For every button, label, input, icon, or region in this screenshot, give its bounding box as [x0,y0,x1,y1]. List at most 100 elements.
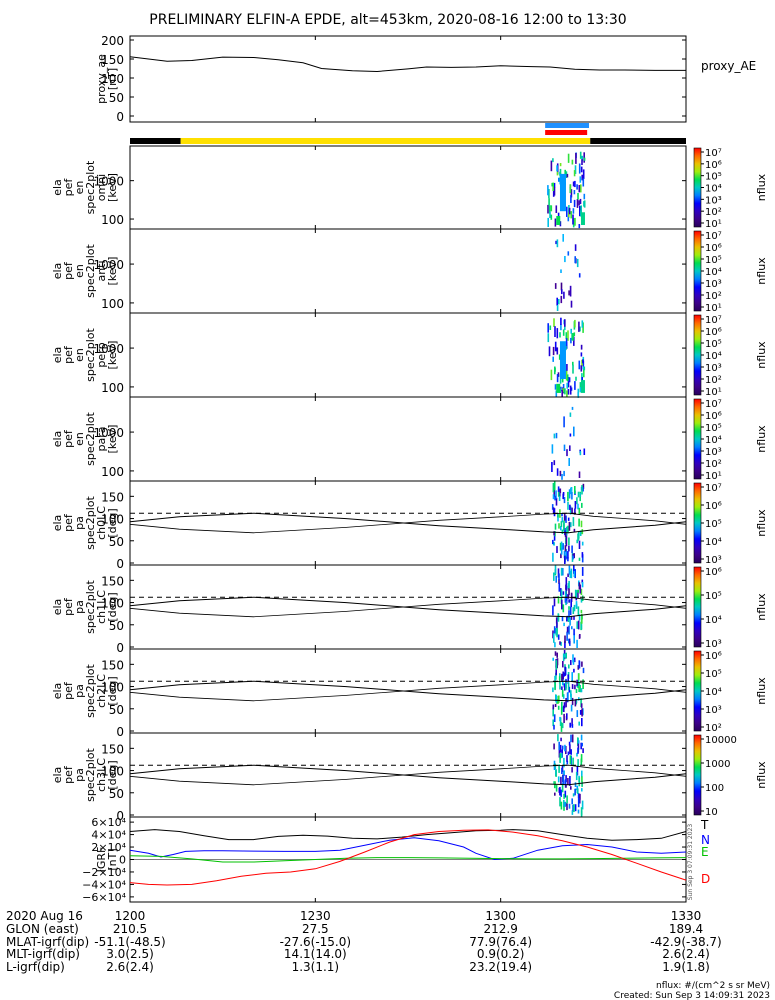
spectrogram-cell [553,460,556,466]
spectrogram-cell [557,734,559,742]
spectrogram-cell [551,504,554,510]
spectrogram-cell [556,215,561,225]
spectrogram-cell [570,211,572,219]
spectrogram-cell [556,165,558,172]
spectrogram-cell [580,588,583,595]
spectrogram-cell [563,470,565,477]
spectrogram-cell [564,790,567,798]
spectrogram-cell [553,488,555,497]
spectrogram-cell [581,174,583,181]
panel-pa-ch0: 150 100 50 0 10⁷ 10⁶ 10⁵ 10⁴ 10³ nflux elapefpaspe… [51,480,768,571]
spectrogram-cell [581,742,583,747]
y-axis-label-line: ch1LC [95,590,108,624]
spectrogram-cell [574,684,576,690]
spectrogram-cell [567,594,570,599]
spectrogram-cell [563,672,565,677]
spectrogram-cell [549,325,552,330]
spectrogram-cell [571,672,573,682]
spectrogram-cell [581,373,583,381]
spectrogram-cell [581,485,583,495]
spectrogram-cell [578,686,581,690]
spectrogram-cell [579,530,582,536]
spectrogram-cell [552,707,554,717]
spectrogram-cell [570,660,572,666]
spectrogram-cell [554,531,556,537]
spectrogram-cell [556,239,559,248]
y-axis-label-line: perp [95,342,108,367]
spectrogram-cell [564,388,566,395]
spectrogram-cell [567,517,570,521]
spectrogram-cell [574,165,577,174]
spectrogram-cell [554,341,557,352]
panels: 200150100500proxy_AEproxy_ae[nT]10001001… [51,34,768,904]
spectrogram-cell [560,567,563,576]
spectrogram-cell [568,489,571,499]
spectrogram-cell [560,295,563,304]
spectrogram-cell [557,776,560,783]
spectrogram-cell [577,589,579,593]
colorbar [693,734,702,816]
spectrogram-cell [557,486,560,492]
colorbar-tick-label: 100 [705,783,724,794]
y-tick-label: 150 [101,742,124,756]
spectrogram-cell [563,770,565,775]
spectrogram-cell [567,674,569,684]
spectrogram-cell [573,199,576,208]
spectrogram-cell [580,609,583,614]
spectrogram-cell [558,573,560,581]
spectrogram-cell [572,607,575,614]
spectrogram-cell [566,626,569,633]
colorbar-tick-label: 10² [705,291,722,302]
anti-loss-cone-line [129,596,687,618]
spectrogram-cell [554,523,557,530]
footer-value: 2.6(2.4) [106,960,154,974]
proxy-ae-line [129,56,686,73]
spectrogram-cell [552,719,554,727]
spectrogram-cell [578,540,581,549]
spectrogram-cell [580,365,583,372]
y-tick-label: −6×10⁴ [82,891,126,904]
spectrogram-cell [566,615,569,621]
spectrogram-cell [556,305,559,311]
spectrogram-cell [562,694,565,699]
y-tick-label: 50 [109,619,124,633]
colorbar-label: nflux [755,425,768,453]
spectrogram-cell [552,507,555,514]
spectrogram-cell [560,541,563,548]
spectrogram-cell [556,171,559,176]
spectrogram-cell [571,545,573,553]
spectrogram-cell [557,634,560,640]
spectrogram-cell [571,810,574,815]
spectrogram-cell [570,690,572,697]
spectrogram-cell [561,767,563,774]
spectrogram-cell [561,517,564,523]
spectrogram-cell [558,741,560,751]
spectrogram-cell [574,217,576,226]
spectrogram-cell [560,269,562,273]
y-tick-label: 100 [101,681,124,695]
spectrogram-cell [565,698,567,708]
spectrogram-cell [583,193,586,200]
footer-value: 3.0(2.5) [106,947,154,961]
spectrogram-cell [581,502,583,508]
spectrogram-cell [570,328,572,334]
spectrogram-cell [573,336,575,346]
spectrogram-cell [576,752,578,757]
spectrogram-cell [578,721,580,726]
y-axis-label-line: [keV] [106,341,119,370]
colorbar [693,566,702,648]
y-axis-label-line: ch2LC [95,674,108,708]
spectrogram-cell [559,332,561,338]
spectrogram-cell [564,528,566,536]
spectrogram-cell [580,344,583,350]
colorbar-tick-label: 10⁵ [705,669,722,680]
footer-row-label: 2020 Aug 16 [6,909,83,923]
footer-value: 189.4 [669,922,703,936]
y-axis-label-line: pef [62,429,75,448]
y-tick-label: −2×10⁴ [82,866,126,879]
spectrogram-cell [567,525,569,534]
spectrogram-cell [573,604,576,612]
spectrogram-cell [568,537,570,546]
footer-row-label: L-igrf(dip) [6,960,65,974]
